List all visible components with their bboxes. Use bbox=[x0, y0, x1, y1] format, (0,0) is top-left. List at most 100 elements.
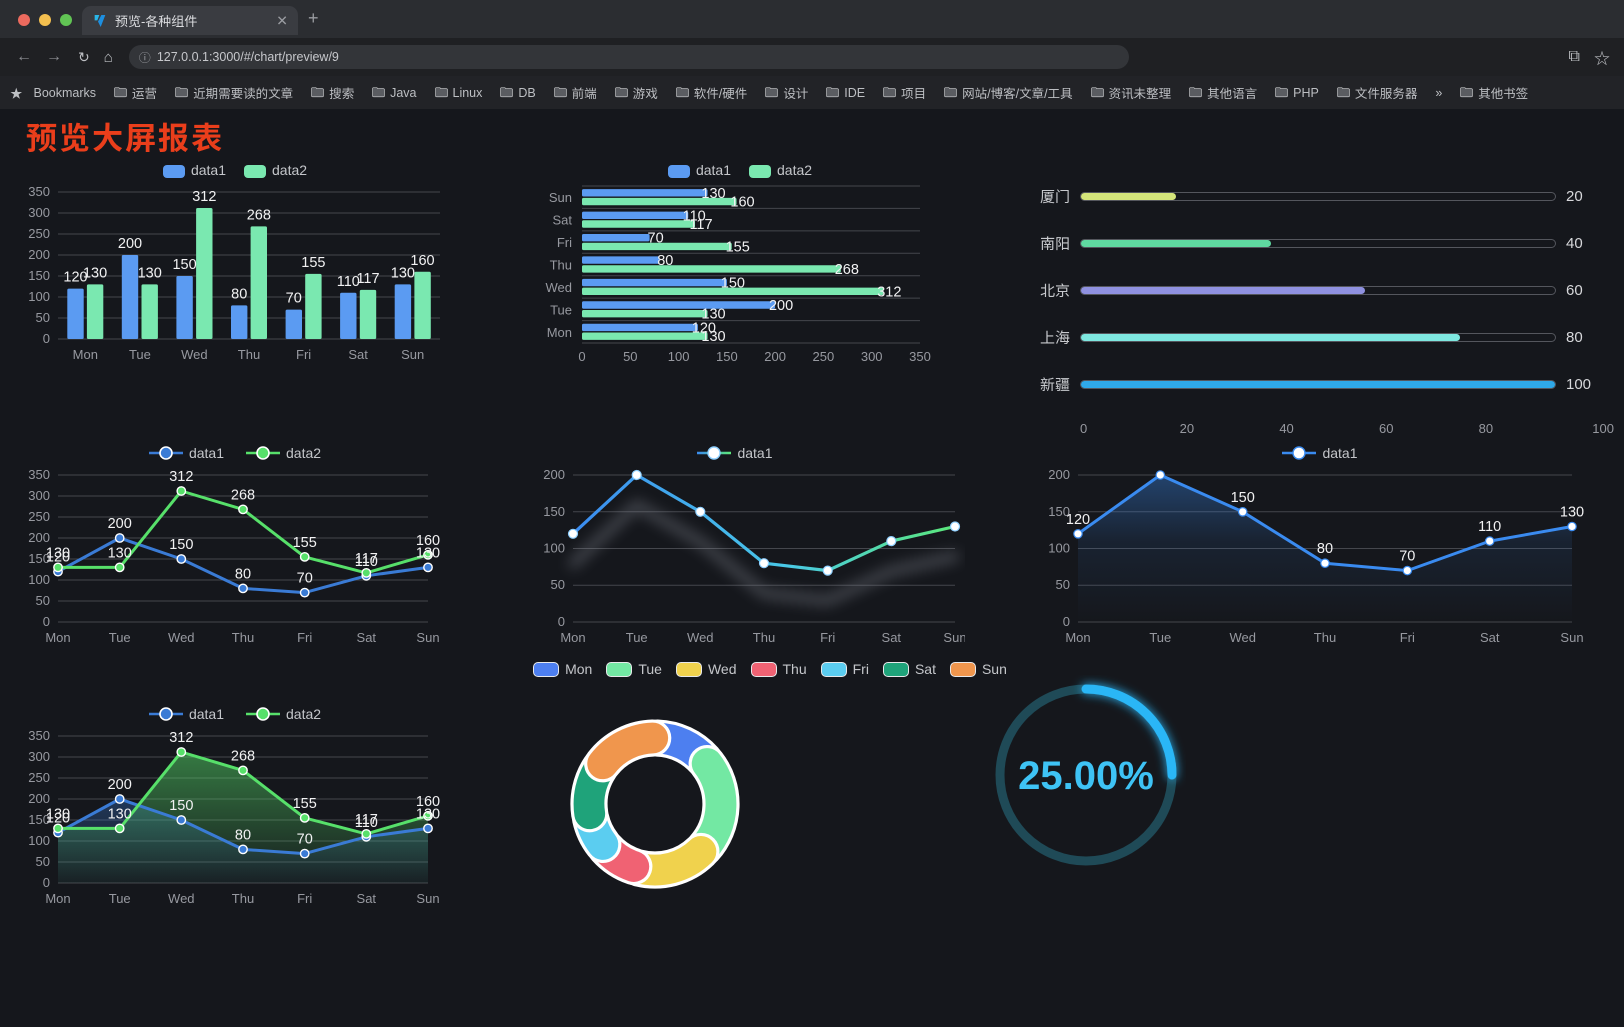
svg-text:Mon: Mon bbox=[547, 325, 572, 340]
svg-text:Fri: Fri bbox=[820, 630, 835, 645]
svg-text:Thu: Thu bbox=[753, 630, 775, 645]
svg-text:250: 250 bbox=[28, 226, 50, 241]
svg-text:Thu: Thu bbox=[232, 630, 254, 645]
svg-text:Sat: Sat bbox=[348, 347, 368, 362]
svg-text:130: 130 bbox=[108, 806, 132, 822]
svg-text:312: 312 bbox=[169, 469, 193, 485]
svg-text:160: 160 bbox=[416, 533, 440, 549]
svg-text:Sun: Sun bbox=[943, 630, 965, 645]
svg-text:350: 350 bbox=[28, 728, 50, 743]
svg-text:80: 80 bbox=[657, 253, 673, 269]
svg-text:0: 0 bbox=[558, 614, 565, 629]
svg-text:130: 130 bbox=[138, 265, 162, 281]
svg-text:25.00%: 25.00% bbox=[1018, 754, 1154, 798]
svg-text:250: 250 bbox=[28, 509, 50, 524]
svg-text:Sat: Sat bbox=[357, 891, 377, 906]
svg-text:200: 200 bbox=[1048, 467, 1070, 482]
svg-text:70: 70 bbox=[648, 231, 664, 247]
svg-text:Fri: Fri bbox=[297, 630, 312, 645]
svg-text:130: 130 bbox=[83, 265, 107, 281]
svg-text:155: 155 bbox=[293, 796, 317, 812]
svg-text:Wed: Wed bbox=[168, 630, 195, 645]
svg-text:155: 155 bbox=[293, 535, 317, 551]
svg-text:Fri: Fri bbox=[296, 347, 311, 362]
svg-text:150: 150 bbox=[543, 504, 565, 519]
svg-text:80: 80 bbox=[1317, 541, 1333, 557]
svg-text:Thu: Thu bbox=[238, 347, 260, 362]
svg-text:160: 160 bbox=[416, 794, 440, 810]
svg-text:120: 120 bbox=[1066, 512, 1090, 528]
svg-text:Wed: Wed bbox=[168, 891, 195, 906]
svg-text:200: 200 bbox=[764, 349, 786, 364]
svg-text:100: 100 bbox=[1048, 541, 1070, 556]
svg-text:117: 117 bbox=[689, 217, 712, 233]
svg-text:312: 312 bbox=[169, 730, 193, 746]
svg-text:Sun: Sun bbox=[401, 347, 424, 362]
svg-text:268: 268 bbox=[231, 487, 255, 503]
svg-text:70: 70 bbox=[297, 832, 313, 848]
svg-text:130: 130 bbox=[701, 329, 725, 345]
svg-text:200: 200 bbox=[28, 247, 50, 262]
svg-text:0: 0 bbox=[43, 614, 50, 629]
svg-text:Mon: Mon bbox=[45, 891, 70, 906]
svg-text:268: 268 bbox=[231, 748, 255, 764]
svg-text:Fri: Fri bbox=[297, 891, 312, 906]
svg-text:Thu: Thu bbox=[1314, 630, 1336, 645]
svg-text:160: 160 bbox=[730, 195, 754, 211]
svg-text:200: 200 bbox=[28, 530, 50, 545]
svg-text:Tue: Tue bbox=[109, 891, 131, 906]
svg-text:117: 117 bbox=[356, 271, 379, 287]
svg-text:0: 0 bbox=[578, 349, 585, 364]
svg-text:100: 100 bbox=[543, 541, 565, 556]
svg-text:300: 300 bbox=[28, 205, 50, 220]
svg-text:Fri: Fri bbox=[557, 235, 572, 250]
svg-text:Wed: Wed bbox=[1229, 630, 1256, 645]
svg-text:50: 50 bbox=[36, 854, 50, 869]
svg-text:150: 150 bbox=[28, 268, 50, 283]
svg-text:100: 100 bbox=[28, 572, 50, 587]
svg-text:Mon: Mon bbox=[560, 630, 585, 645]
svg-text:200: 200 bbox=[108, 516, 132, 532]
svg-text:70: 70 bbox=[1399, 549, 1415, 565]
svg-text:Tue: Tue bbox=[1149, 630, 1171, 645]
svg-text:150: 150 bbox=[716, 349, 738, 364]
svg-text:117: 117 bbox=[355, 812, 378, 828]
svg-text:50: 50 bbox=[623, 349, 637, 364]
svg-text:110: 110 bbox=[1478, 519, 1501, 535]
svg-text:130: 130 bbox=[701, 186, 725, 202]
svg-text:80: 80 bbox=[235, 827, 251, 843]
svg-text:80: 80 bbox=[231, 286, 247, 302]
svg-text:Sun: Sun bbox=[1560, 630, 1583, 645]
svg-text:150: 150 bbox=[169, 537, 193, 553]
svg-text:117: 117 bbox=[355, 551, 378, 567]
svg-text:130: 130 bbox=[46, 545, 70, 561]
svg-text:50: 50 bbox=[551, 577, 565, 592]
svg-text:Tue: Tue bbox=[626, 630, 648, 645]
svg-text:268: 268 bbox=[247, 207, 271, 223]
svg-text:300: 300 bbox=[28, 749, 50, 764]
svg-text:200: 200 bbox=[1148, 465, 1172, 469]
svg-text:130: 130 bbox=[1560, 505, 1584, 521]
svg-text:312: 312 bbox=[877, 284, 901, 300]
svg-text:Wed: Wed bbox=[687, 630, 714, 645]
svg-text:Sat: Sat bbox=[882, 630, 902, 645]
svg-text:Wed: Wed bbox=[546, 280, 573, 295]
svg-text:200: 200 bbox=[108, 777, 132, 793]
svg-text:50: 50 bbox=[36, 593, 50, 608]
svg-text:155: 155 bbox=[726, 239, 750, 255]
svg-text:350: 350 bbox=[28, 184, 50, 199]
svg-text:150: 150 bbox=[721, 276, 745, 292]
svg-text:50: 50 bbox=[36, 310, 50, 325]
svg-text:Sat: Sat bbox=[357, 630, 377, 645]
svg-text:Sun: Sun bbox=[549, 190, 572, 205]
svg-text:Sat: Sat bbox=[552, 213, 572, 228]
svg-text:Tue: Tue bbox=[550, 302, 572, 317]
svg-text:250: 250 bbox=[28, 770, 50, 785]
svg-text:100: 100 bbox=[668, 349, 690, 364]
svg-text:50: 50 bbox=[1056, 577, 1070, 592]
svg-text:70: 70 bbox=[286, 291, 302, 307]
svg-text:Fri: Fri bbox=[1400, 630, 1415, 645]
svg-text:160: 160 bbox=[410, 253, 434, 269]
svg-text:150: 150 bbox=[172, 257, 196, 273]
svg-text:Wed: Wed bbox=[181, 347, 208, 362]
